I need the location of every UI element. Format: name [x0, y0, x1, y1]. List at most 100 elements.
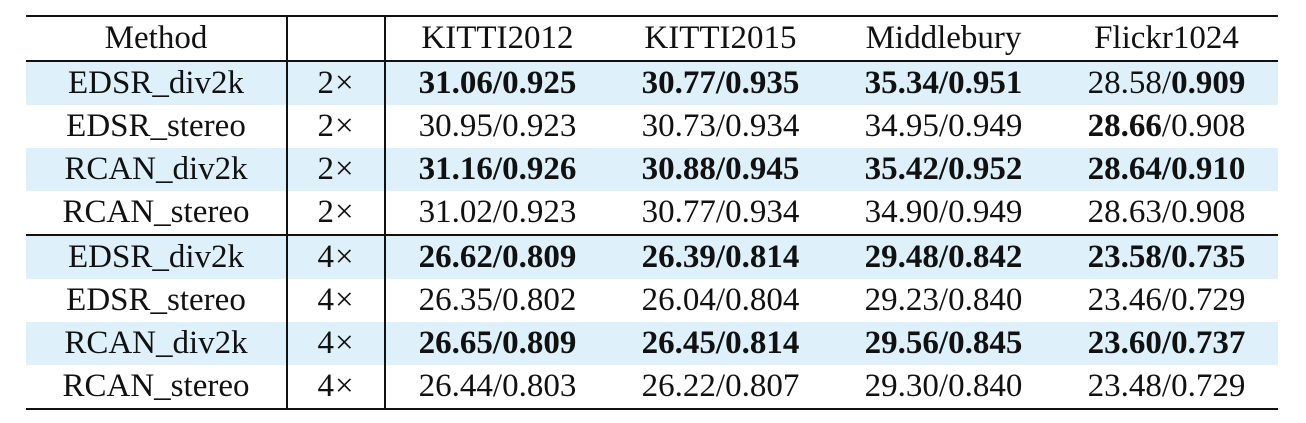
scale-cell: 2× [286, 105, 386, 148]
middlebury-cell: 34.90/0.949 [832, 191, 1055, 235]
kitti2015-cell: 30.77/0.935 [609, 61, 832, 105]
psnr-value: 29.48 [864, 239, 939, 275]
value-separator: / [492, 65, 503, 101]
ssim-value: 0.729 [1171, 368, 1246, 404]
method-cell: RCAN_div2k [26, 148, 287, 191]
method-cell: RCAN_stereo [62, 194, 250, 230]
psnr-value: 26.22 [641, 368, 716, 404]
ssim-value: 0.945 [725, 151, 800, 187]
psnr-value: 26.62 [418, 239, 493, 275]
value-separator: / [715, 65, 726, 101]
value-separator: / [938, 239, 949, 275]
value-separator: / [715, 282, 726, 318]
flickr1024-cell: 28.66/0.908 [1055, 105, 1278, 148]
value-separator: / [715, 151, 726, 187]
ssim-value: 0.951 [948, 65, 1023, 101]
value-separator: / [492, 325, 503, 361]
group-4x-rows: EDSR_div2k 4× 26.62/0.809 26.39/0.814 29.48/… [26, 235, 1278, 409]
ssim-value: 0.840 [948, 368, 1023, 404]
psnr-value: 30.77 [641, 194, 716, 230]
table-header: Method KITTI2012 KITTI2015 Middlebury Fl… [26, 16, 1278, 61]
ssim-value: 0.908 [1171, 108, 1246, 144]
table-row: RCAN_stereo 4× 26.44/0.803 26.22/0.807 29.30… [26, 365, 1278, 409]
psnr-value: 26.44 [418, 368, 493, 404]
flickr1024-cell: 23.58/0.735 [1055, 235, 1278, 279]
value-separator: / [492, 194, 503, 230]
value-separator: / [715, 239, 726, 275]
ssim-value: 0.926 [502, 151, 577, 187]
value-separator: / [938, 325, 949, 361]
value-separator: / [1161, 239, 1172, 275]
ssim-value: 0.952 [948, 151, 1023, 187]
kitti2015-cell: 26.45/0.814 [609, 322, 832, 365]
middlebury-cell: 35.42/0.952 [832, 148, 1055, 191]
scale-cell: 4× [286, 322, 386, 365]
header-row: Method KITTI2012 KITTI2015 Middlebury Fl… [26, 16, 1278, 61]
header-method: Method [104, 20, 208, 56]
kitti2015-cell: 26.04/0.804 [609, 279, 832, 322]
header-kitti2012: KITTI2012 [421, 20, 574, 56]
value-separator: / [715, 368, 726, 404]
header-flickr1024: Flickr1024 [1094, 20, 1239, 56]
ssim-value: 0.807 [725, 368, 800, 404]
value-separator: / [1161, 151, 1172, 187]
method-cell: RCAN_stereo [62, 368, 250, 404]
psnr-value: 26.39 [641, 239, 716, 275]
kitti2015-cell: 30.88/0.945 [609, 148, 832, 191]
ssim-value: 0.949 [948, 194, 1023, 230]
value-separator: / [715, 108, 726, 144]
psnr-value: 26.65 [418, 325, 493, 361]
ssim-value: 0.908 [1171, 194, 1246, 230]
method-cell: EDSR_div2k [26, 235, 287, 279]
flickr1024-cell: 28.58/0.909 [1055, 61, 1278, 105]
value-separator: / [492, 282, 503, 318]
method-cell: EDSR_div2k [26, 61, 287, 105]
value-separator: / [715, 194, 726, 230]
kitti2015-cell: 26.39/0.814 [609, 235, 832, 279]
middlebury-cell: 34.95/0.949 [832, 105, 1055, 148]
kitti2012-cell: 30.95/0.923 [385, 105, 609, 148]
psnr-value: 29.23 [864, 282, 939, 318]
psnr-value: 28.63 [1087, 194, 1162, 230]
kitti2012-cell: 26.44/0.803 [385, 365, 609, 409]
ssim-value: 0.949 [948, 108, 1023, 144]
flickr1024-cell: 23.60/0.737 [1055, 322, 1278, 365]
psnr-value: 31.06 [418, 65, 493, 101]
header-kitti2015: KITTI2015 [644, 20, 797, 56]
table-row: EDSR_stereo 4× 26.35/0.802 26.04/0.804 29.23… [26, 279, 1278, 322]
kitti2015-cell: 30.77/0.934 [609, 191, 832, 235]
flickr1024-cell: 28.63/0.908 [1055, 191, 1278, 235]
value-separator: / [938, 65, 949, 101]
scale-cell: 4× [286, 365, 386, 409]
flickr1024-cell: 28.64/0.910 [1055, 148, 1278, 191]
psnr-value: 28.58 [1087, 65, 1162, 101]
flickr1024-cell: 23.48/0.729 [1055, 365, 1278, 409]
middlebury-cell: 35.34/0.951 [832, 61, 1055, 105]
psnr-value: 31.16 [418, 151, 493, 187]
ssim-value: 0.845 [948, 325, 1023, 361]
table-row: RCAN_div2k 2× 31.16/0.926 30.88/0.945 35.42/… [26, 148, 1278, 191]
table-row: EDSR_div2k 2× 31.06/0.925 30.77/0.935 35.34/… [26, 61, 1278, 105]
middlebury-cell: 29.56/0.845 [832, 322, 1055, 365]
ssim-value: 0.803 [502, 368, 577, 404]
ssim-value: 0.925 [502, 65, 577, 101]
kitti2012-cell: 31.02/0.923 [385, 191, 609, 235]
value-separator: / [938, 151, 949, 187]
ssim-value: 0.923 [502, 194, 577, 230]
kitti2012-cell: 31.16/0.926 [385, 148, 609, 191]
value-separator: / [938, 282, 949, 318]
group-2x-rows: EDSR_div2k 2× 31.06/0.925 30.77/0.935 35.34/… [26, 61, 1278, 235]
table-row: RCAN_stereo 2× 31.02/0.923 30.77/0.934 34.90… [26, 191, 1278, 235]
ssim-value: 0.935 [725, 65, 800, 101]
results-table: Method KITTI2012 KITTI2015 Middlebury Fl… [26, 15, 1278, 410]
scale-cell: 2× [286, 148, 386, 191]
scale-cell: 2× [286, 191, 386, 235]
psnr-value: 30.77 [641, 65, 716, 101]
flickr1024-cell: 23.46/0.729 [1055, 279, 1278, 322]
kitti2012-cell: 31.06/0.925 [385, 61, 609, 105]
ssim-value: 0.735 [1171, 239, 1246, 275]
table-row: EDSR_div2k 4× 26.62/0.809 26.39/0.814 29.48/… [26, 235, 1278, 279]
table-row: RCAN_div2k 4× 26.65/0.809 26.45/0.814 29.56/… [26, 322, 1278, 365]
psnr-value: 34.95 [864, 108, 939, 144]
value-separator: / [1161, 65, 1172, 101]
